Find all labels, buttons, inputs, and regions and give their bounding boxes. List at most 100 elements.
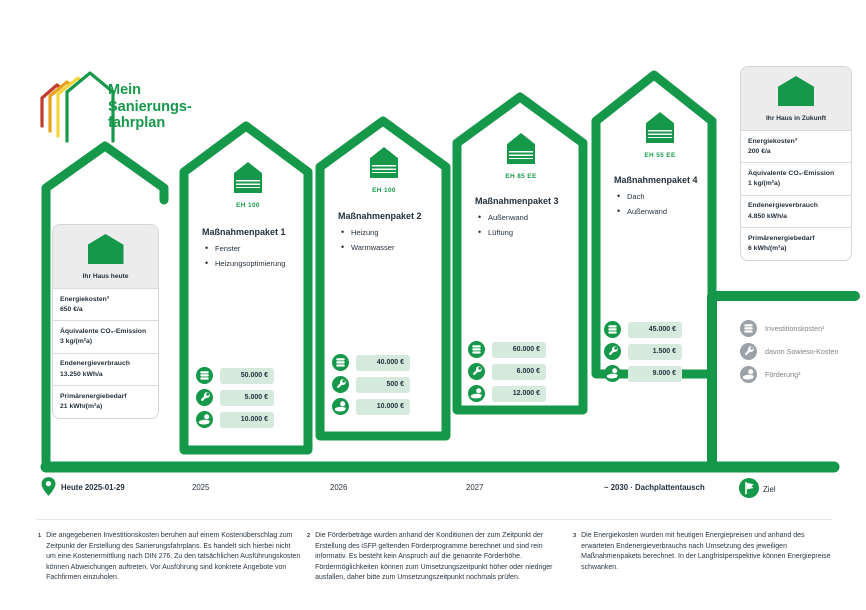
eh-standard-label: EH 100 — [372, 187, 396, 194]
cost-row-investment: 60.000 € — [468, 341, 546, 358]
stat-label: Primärenergiebedarf — [60, 392, 127, 400]
house-outline-package-4 — [591, 70, 717, 379]
package-2: EH 100 Maßnahmenpaket 2 Heizung Warmwass… — [320, 147, 448, 258]
cost-value: 9.000 € — [628, 365, 682, 382]
stat-value: 6 kWh/(m²a) — [748, 244, 787, 252]
package-title: Maßnahmenpaket 1 — [202, 227, 286, 237]
stat-value: 1 kg/(m²a) — [748, 180, 781, 188]
wrench-icon — [740, 343, 757, 360]
measure-item: Lüftung — [477, 227, 585, 237]
efficiency-stripes — [372, 165, 396, 175]
hand-coin-icon — [468, 385, 485, 402]
package-2-costs: 40.000 € 500 € 10.000 € — [332, 354, 410, 415]
cost-value: 1.500 € — [628, 343, 682, 360]
timeline-end-label: Ziel — [763, 485, 776, 494]
stat-row: Primärenergiebedarf 21 kWh/(m²a) — [53, 385, 158, 417]
cost-row-funding: 12.000 € — [468, 385, 546, 402]
footnote-3: 3 Die Energiekosten wurden mit heutigen … — [573, 531, 833, 573]
footnote-marker: 3 — [573, 533, 577, 539]
measure-list: Heizung Warmwasser — [340, 227, 448, 252]
timeline-year-2026: 2026 — [330, 483, 348, 492]
coins-icon — [196, 367, 213, 384]
cost-value: 60.000 € — [492, 341, 546, 358]
cost-value: 500 € — [356, 376, 410, 393]
legend-label: Investitionskosten¹ — [765, 324, 825, 333]
measure-item: Dach — [616, 191, 724, 201]
stat-label: Äquivalente CO₂-Emission — [748, 169, 835, 177]
house-future-icon — [778, 76, 814, 106]
house-outline-package-2 — [315, 116, 451, 441]
footnote-divider — [36, 519, 832, 520]
stat-value: 4.850 kWh/a — [748, 212, 787, 220]
timeline-milestone-label: ~ 2030 · Dachplattentausch — [604, 483, 705, 492]
timeline-year-2025: 2025 — [192, 483, 210, 492]
cost-row-funding: 10.000 € — [196, 411, 274, 428]
footnote-1: 1 Die angegebenen Investitionskosten ber… — [38, 531, 301, 584]
hand-coin-icon — [740, 366, 757, 383]
cost-value: 10.000 € — [356, 398, 410, 415]
hand-coin-icon — [332, 398, 349, 415]
stat-label: Endenergieverbrauch — [60, 360, 130, 368]
stat-value: 21 kWh/(m²a) — [60, 402, 103, 410]
efficiency-stripes — [509, 151, 533, 161]
footnote-text: Die Energiekosten wurden mit heutigen En… — [581, 532, 831, 571]
stat-label: Äquivalente CO₂-Emission — [60, 327, 147, 335]
legend-investment: Investitionskosten¹ — [740, 320, 839, 337]
measure-item: Warmwasser — [340, 242, 448, 252]
efficiency-stripes — [648, 130, 672, 140]
house-today-header: Ihr Haus heute — [53, 225, 158, 289]
stat-row: Äquivalente CO₂-Emission 3 kg/(m²a) — [53, 320, 158, 352]
logo-line-2: Sanierungs- — [108, 98, 192, 115]
coins-icon — [740, 320, 757, 337]
measure-list: Fenster Heizungsoptimierung — [204, 243, 312, 268]
wrench-icon — [332, 376, 349, 393]
cost-row-funding: 10.000 € — [332, 398, 410, 415]
efficiency-house-icon — [234, 162, 262, 193]
package-1: EH 100 Maßnahmenpaket 1 Fenster Heizungs… — [184, 162, 312, 274]
footnote-marker: 2 — [307, 533, 311, 539]
house-future-header: Ihr Haus in Zukunft — [741, 67, 851, 131]
hand-coin-icon — [196, 411, 213, 428]
house-future-card: Ihr Haus in Zukunft Energiekosten³ 200 €… — [740, 66, 852, 261]
measure-item: Heizung — [340, 227, 448, 237]
measure-list: Außenwand Lüftung — [477, 212, 585, 237]
eh-standard-label: EH 85 EE — [505, 173, 537, 180]
logo: Mein Sanierungs- fahrplan — [34, 62, 264, 152]
stat-row: Endenergieverbrauch 4.850 kWh/a — [741, 194, 851, 227]
wrench-icon — [468, 363, 485, 380]
hand-coin-icon — [604, 365, 621, 382]
cost-value: 40.000 € — [356, 354, 410, 371]
legend-sowieso: davon Sowieso-Kosten — [740, 343, 839, 360]
legend-label: davon Sowieso-Kosten — [765, 347, 839, 356]
package-title: Maßnahmenpaket 3 — [475, 196, 559, 206]
cost-row-sowieso: 5.000 € — [196, 389, 274, 406]
efficiency-house-icon — [507, 133, 535, 164]
stat-row: Äquivalente CO₂-Emission 1 kg/(m²a) — [741, 162, 851, 194]
map-pin-icon — [41, 477, 56, 496]
cost-row-investment: 50.000 € — [196, 367, 274, 384]
cost-row-sowieso: 6.000 € — [468, 363, 546, 380]
package-title: Maßnahmenpaket 2 — [338, 211, 422, 221]
cost-value: 12.000 € — [492, 385, 546, 402]
package-title: Maßnahmenpaket 4 — [614, 175, 698, 185]
efficiency-stripes — [236, 180, 260, 190]
timeline-start-label: Heute 2025-01-29 — [61, 483, 125, 492]
efficiency-house-icon — [370, 147, 398, 178]
cost-row-funding: 9.000 € — [604, 365, 682, 382]
cost-value: 50.000 € — [220, 367, 274, 384]
cost-value: 5.000 € — [220, 389, 274, 406]
timeline-year-2027: 2027 — [466, 483, 484, 492]
stat-value: 200 €/a — [748, 147, 771, 155]
measure-item: Außenwand — [616, 206, 724, 216]
package-1-costs: 50.000 € 5.000 € 10.000 € — [196, 367, 274, 428]
cost-value: 6.000 € — [492, 363, 546, 380]
house-today-card: Ihr Haus heute Energiekosten³ 650 €/a Äq… — [52, 224, 159, 419]
house-today-icon — [87, 234, 124, 264]
coins-icon — [604, 321, 621, 338]
measure-item: Fenster — [204, 243, 312, 253]
footnote-text: Die Förderbeträge wurden anhand der Kond… — [315, 532, 553, 581]
logo-line-1: Mein — [108, 82, 142, 98]
goal-flag-icon — [739, 478, 759, 498]
